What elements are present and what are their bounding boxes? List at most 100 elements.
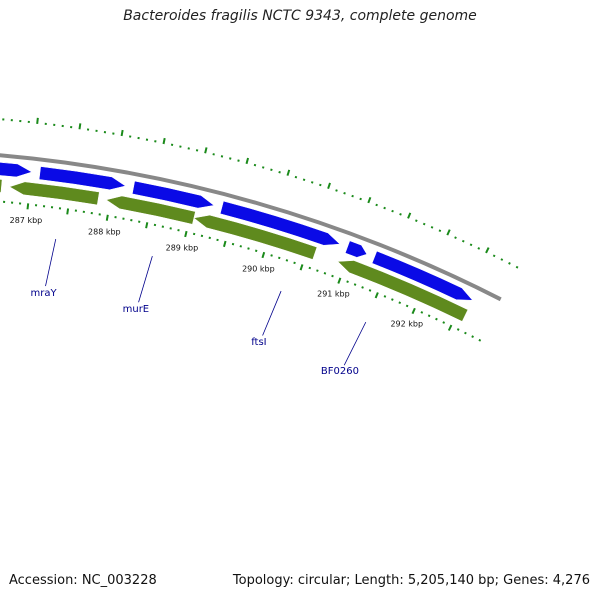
outer-tick: [261, 166, 265, 169]
forward-feature: [131, 180, 215, 209]
inner-tick-ring: [3, 200, 482, 342]
inner-tick: [353, 283, 357, 286]
kbp-scale: 281 kbp282 kbp283 kbp284 kbp285 kbp286 k…: [10, 216, 423, 328]
inner-tick: [145, 222, 149, 229]
inner-tick: [184, 230, 188, 238]
inner-tick: [323, 272, 327, 275]
inner-tick: [478, 338, 482, 342]
outer-tick: [78, 123, 82, 130]
inner-tick: [337, 277, 342, 284]
outer-tick: [319, 183, 322, 187]
inner-tick: [471, 335, 474, 338]
outer-tick: [162, 137, 166, 145]
inner-tick: [278, 256, 281, 260]
gene-leader-line: [262, 290, 282, 336]
outer-tick-ring: [2, 117, 519, 269]
gene-leader-line: [138, 256, 153, 303]
outer-tick: [515, 265, 519, 269]
forward-feature: [0, 162, 33, 178]
outer-tick: [245, 157, 250, 165]
forward-feature: [371, 250, 474, 301]
inner-tick: [442, 321, 446, 324]
outer-tick: [270, 168, 273, 172]
outer-tick: [407, 212, 412, 219]
forward-feature: [38, 166, 127, 191]
outer-tick: [375, 203, 378, 207]
inner-tick: [293, 261, 296, 265]
inner-tick: [316, 269, 319, 272]
outer-tick: [237, 159, 240, 162]
outer-tick: [351, 194, 354, 198]
inner-tick: [66, 208, 70, 215]
accession-label: Accession: NC_003228: [9, 573, 157, 588]
outer-tick: [485, 247, 490, 254]
gene-labels: ftsQmurCmurGftsWmurDmraYmurEftsIBF0260: [31, 238, 367, 377]
outer-tick: [286, 169, 291, 176]
forward-strand-track: [0, 162, 474, 301]
outer-tick: [343, 191, 346, 195]
outer-tick: [391, 209, 394, 213]
outer-tick: [310, 181, 314, 184]
inner-tick: [105, 214, 109, 221]
inner-tick: [299, 264, 304, 271]
reverse-strand-track: [0, 179, 469, 322]
outer-tick: [36, 117, 39, 124]
outer-tick: [253, 163, 257, 167]
outer-tick: [204, 147, 208, 154]
topology-label: Topology: circular; Length: 5,205,140 bp…: [232, 573, 590, 588]
inner-tick: [405, 304, 409, 308]
inner-tick: [261, 251, 266, 259]
kbp-tick-label: 288 kbp: [88, 228, 121, 237]
outer-tick: [294, 175, 298, 179]
outer-tick: [327, 182, 331, 189]
outer-tick: [461, 239, 465, 243]
inner-tick: [270, 254, 273, 257]
inner-tick: [247, 247, 250, 250]
gene-leader-line: [45, 238, 57, 287]
inner-tick: [374, 292, 379, 299]
outer-tick: [477, 247, 481, 250]
inner-tick: [368, 289, 372, 292]
inner-tick: [239, 245, 243, 248]
inner-tick: [26, 203, 30, 210]
inner-tick: [398, 301, 402, 305]
kbp-tick-label: 290 kbp: [242, 264, 275, 273]
kbp-tick-label: 291 kbp: [317, 290, 350, 299]
inner-tick: [308, 266, 312, 270]
inner-tick: [254, 249, 258, 253]
gene-leader-line: [343, 321, 367, 366]
outer-tick: [120, 129, 124, 137]
outer-tick: [415, 219, 418, 223]
outer-tick: [367, 196, 372, 204]
outer-tick: [469, 243, 473, 247]
inner-tick: [383, 295, 387, 298]
inner-tick: [231, 242, 235, 246]
forward-feature: [219, 200, 341, 246]
inner-tick: [427, 314, 431, 318]
kbp-tick-label: 287 kbp: [10, 216, 43, 225]
gene-label: BF0260: [321, 366, 359, 377]
outer-tick: [422, 222, 426, 226]
inner-tick: [456, 328, 460, 331]
inner-tick: [361, 286, 364, 289]
outer-tick: [302, 178, 306, 181]
outer-tick: [335, 189, 338, 192]
outer-tick: [454, 236, 457, 239]
inner-tick: [435, 317, 438, 321]
outer-tick: [399, 212, 402, 216]
gene-label: ftsI: [251, 337, 266, 348]
reverse-feature: [193, 214, 318, 260]
reverse-feature: [8, 181, 100, 206]
inner-tick: [411, 307, 416, 315]
inner-tick: [346, 280, 349, 283]
gene-label: murE: [123, 304, 150, 315]
forward-feature: [344, 240, 368, 258]
inner-tick: [447, 324, 453, 331]
outer-tick: [492, 254, 496, 258]
backbone-arc: [0, 153, 502, 302]
outer-tick: [383, 206, 386, 210]
inner-tick: [223, 240, 227, 248]
reverse-feature: [337, 260, 469, 322]
gene-label: mraY: [31, 288, 58, 299]
